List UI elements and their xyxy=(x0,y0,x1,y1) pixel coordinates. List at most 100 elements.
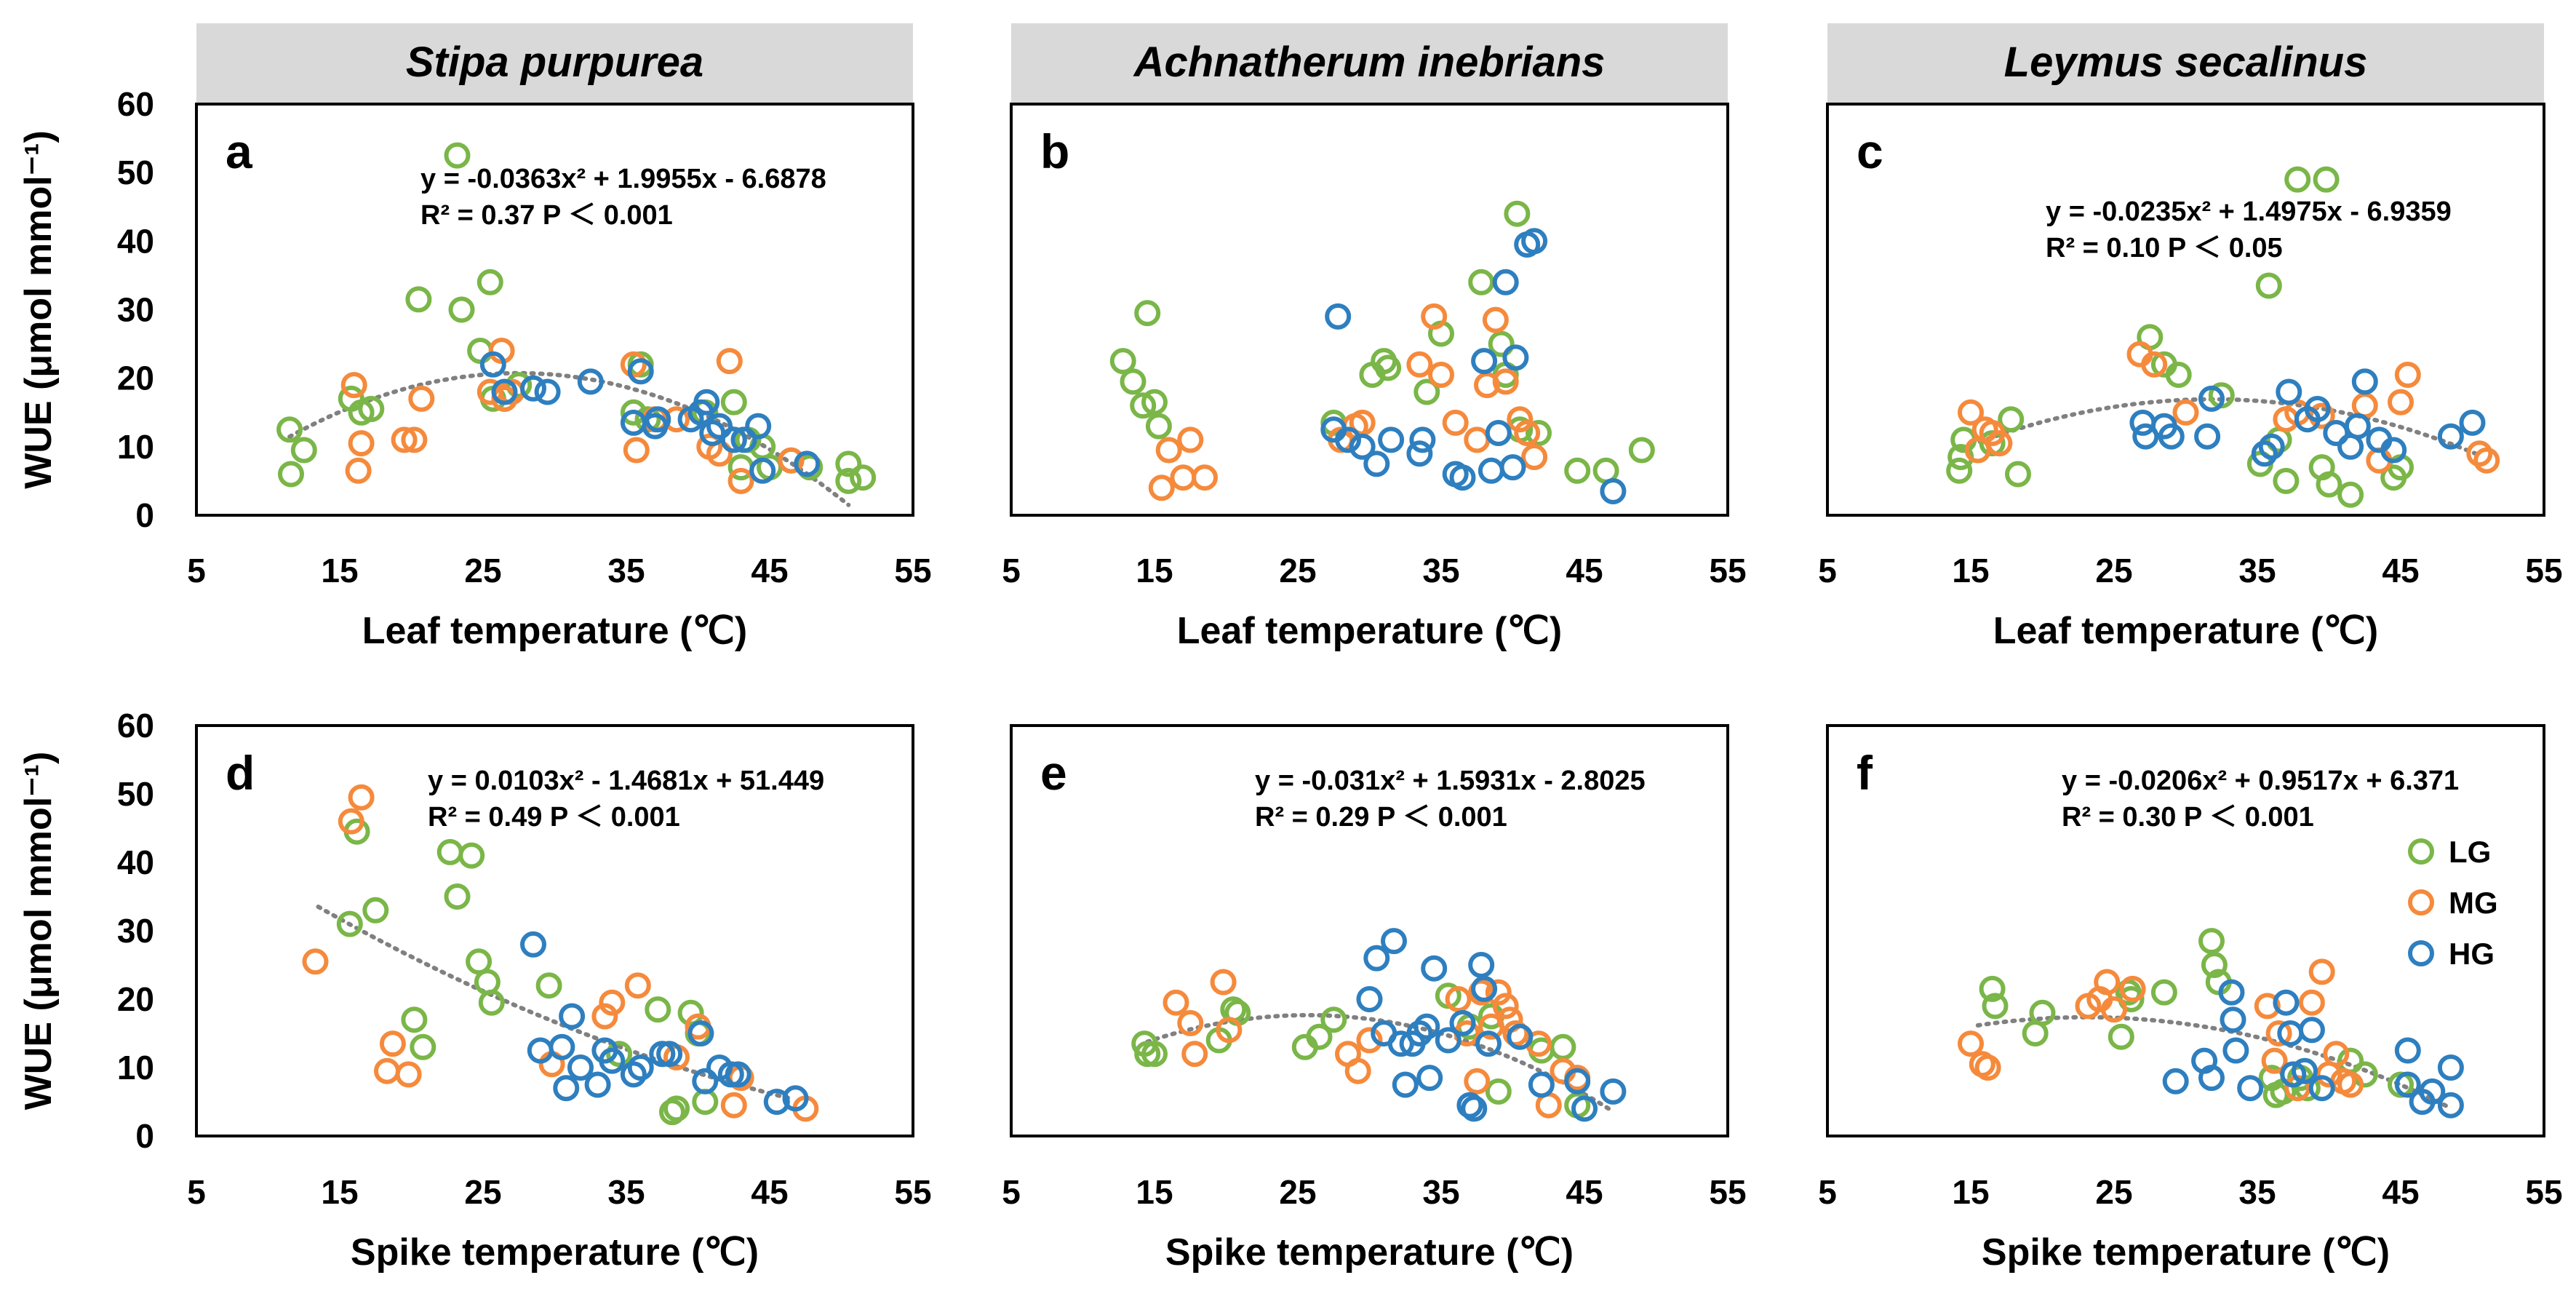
r-squared-p-value: R² = 0.29 P ＜ 0.001 xyxy=(1255,802,1507,833)
data-point xyxy=(2437,1092,2464,1119)
data-point xyxy=(2194,423,2221,450)
data-point xyxy=(1134,300,1161,327)
series-HG xyxy=(1356,928,1627,1122)
x-axis-label: Leaf temperature (℃) xyxy=(1993,610,2378,652)
data-point xyxy=(491,378,518,405)
data-point xyxy=(2292,1057,2318,1084)
x-tick-label: 5 xyxy=(1002,1173,1021,1211)
panel-c: c 5 15 25 35 45 55 Leaf temperature (℃) y = -0.0… xyxy=(1818,103,2563,652)
data-point xyxy=(1141,389,1168,416)
data-point xyxy=(1504,200,1531,227)
data-point xyxy=(645,996,671,1023)
x-tick-label: 5 xyxy=(187,552,206,589)
x-tick-label: 15 xyxy=(1136,552,1173,589)
data-point xyxy=(1468,269,1495,295)
data-point xyxy=(1485,1078,1512,1105)
data-point xyxy=(1492,993,1519,1020)
data-point xyxy=(1120,368,1147,395)
legend: LG MG HG xyxy=(2408,835,2498,971)
data-point xyxy=(535,972,562,999)
x-tick-label: 5 xyxy=(1002,552,1021,589)
series-MG xyxy=(340,338,805,494)
data-point xyxy=(2344,413,2371,440)
data-point xyxy=(2337,1071,2364,1098)
plot-frame xyxy=(1010,724,1729,1137)
data-point xyxy=(559,1003,586,1030)
data-point xyxy=(2294,1075,2321,1102)
data-point xyxy=(720,426,747,453)
data-point xyxy=(290,437,317,464)
legend-marker-mg xyxy=(2408,889,2434,915)
data-point xyxy=(1502,344,1529,371)
data-point xyxy=(2255,272,2282,299)
x-tick-label: 35 xyxy=(607,1173,645,1211)
data-point xyxy=(623,437,650,464)
data-point xyxy=(506,372,533,399)
data-point xyxy=(1435,1027,1462,1054)
data-point xyxy=(395,1061,422,1088)
data-point xyxy=(778,447,805,474)
data-point xyxy=(401,426,428,453)
data-point xyxy=(1381,928,1407,955)
x-tick-label: 25 xyxy=(1279,552,1316,589)
data-point xyxy=(2284,166,2311,193)
data-point xyxy=(348,784,375,811)
data-point xyxy=(1406,1020,1433,1046)
data-point xyxy=(336,910,363,937)
regression-equation: y = -0.0235x² + 1.4975x - 6.9359 xyxy=(2046,196,2452,227)
data-point xyxy=(340,372,367,399)
data-point xyxy=(1416,1065,1443,1092)
data-point xyxy=(2218,979,2245,1006)
data-point xyxy=(2251,440,2278,467)
data-point xyxy=(2201,952,2228,978)
x-tick-label: 35 xyxy=(1422,1173,1459,1211)
panel-f: f 5 15 25 35 45 55 Spike temperature (℃) y = -0.… xyxy=(1818,724,2563,1274)
x-tick-label: 45 xyxy=(2382,1173,2419,1211)
plot-frame xyxy=(195,103,914,517)
data-point xyxy=(2298,989,2325,1016)
data-point xyxy=(534,378,561,405)
data-point xyxy=(1306,1023,1333,1050)
data-point xyxy=(1356,986,1383,1012)
data-point xyxy=(1492,368,1519,395)
data-point xyxy=(2298,1017,2325,1044)
x-tick-label: 25 xyxy=(464,1173,501,1211)
data-point xyxy=(345,457,372,484)
data-point xyxy=(2459,409,2486,436)
x-tick-label: 55 xyxy=(2525,1173,2562,1211)
data-point xyxy=(591,1003,618,1030)
data-point xyxy=(706,413,733,440)
data-point xyxy=(410,1033,436,1060)
data-point xyxy=(1564,457,1591,484)
data-point xyxy=(620,351,647,378)
data-point xyxy=(2304,396,2331,422)
x-tick-label: 25 xyxy=(2095,1173,2132,1211)
data-point xyxy=(338,808,364,835)
y-tick-label: 50 xyxy=(117,775,154,813)
data-point xyxy=(720,389,747,416)
data-point xyxy=(749,457,776,484)
r-squared-p-value: R² = 0.49 P ＜ 0.001 xyxy=(428,802,680,833)
data-point xyxy=(1998,406,2025,433)
data-point xyxy=(1958,1030,1984,1057)
data-point xyxy=(1979,975,2006,1002)
data-point xyxy=(1216,1017,1243,1044)
data-point xyxy=(1564,1068,1591,1095)
data-point xyxy=(2220,1006,2246,1033)
series-LG xyxy=(1109,200,1655,484)
y-tick-label: 20 xyxy=(117,980,154,1018)
data-point xyxy=(567,1054,594,1081)
data-point xyxy=(1421,955,1448,982)
y-axis-label: WUE (μmol mmol⁻¹) xyxy=(17,752,60,1111)
species-title: Achnatherum inebrians xyxy=(1133,39,1606,86)
x-tick-label: 5 xyxy=(1818,1173,1837,1211)
series-LG xyxy=(276,142,877,494)
data-point xyxy=(2466,440,2493,467)
data-point xyxy=(794,450,821,477)
x-tick-label: 15 xyxy=(321,1173,358,1211)
data-point xyxy=(1148,474,1175,501)
data-point xyxy=(1375,354,1402,381)
series-MG xyxy=(1958,341,2500,474)
data-point xyxy=(1344,1057,1371,1084)
data-point xyxy=(2258,433,2285,460)
